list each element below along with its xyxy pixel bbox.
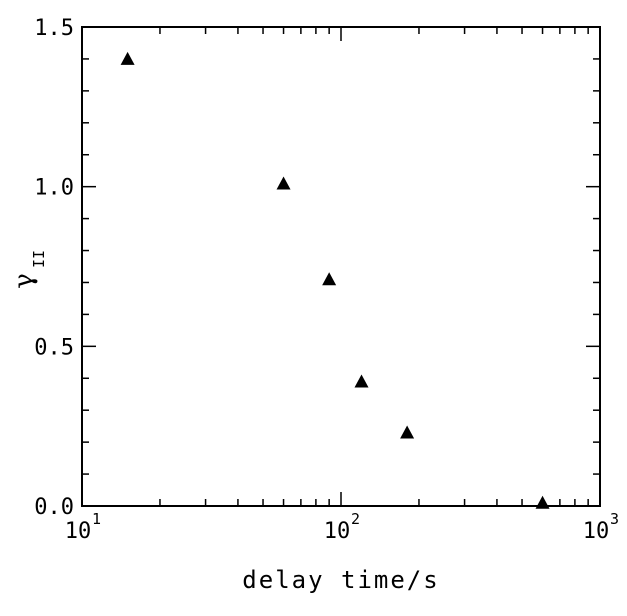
data-point xyxy=(276,176,291,190)
plot-frame xyxy=(81,26,601,507)
y-tick-label: 0.0 xyxy=(34,495,74,520)
x-tick-label-base: 10 xyxy=(583,519,610,544)
x-tick-label-exponent: 1 xyxy=(92,510,101,528)
x-tick-label-base: 10 xyxy=(324,519,351,544)
data-point xyxy=(400,425,415,439)
data-points xyxy=(120,51,550,509)
x-tick-label: 10 3 xyxy=(583,510,619,544)
x-tick-label-exponent: 2 xyxy=(351,510,360,528)
y-tick-label: 0.5 xyxy=(34,335,74,360)
tick-marks xyxy=(81,26,601,507)
y-tick-label: 1.5 xyxy=(34,16,74,41)
x-axis-label: delay time/s xyxy=(242,566,439,594)
data-point xyxy=(535,495,550,509)
data-point xyxy=(120,51,135,65)
y-axis-label-subscript: II xyxy=(30,250,48,268)
x-tick-label-exponent: 3 xyxy=(610,510,619,528)
data-point xyxy=(322,272,337,286)
data-point xyxy=(354,374,369,388)
y-axis-label: γ II xyxy=(9,250,48,289)
y-axis-label-symbol: γ xyxy=(9,273,39,289)
y-tick-labels: 0.0 0.5 1.0 1.5 xyxy=(34,16,74,520)
x-tick-label: 10 1 xyxy=(65,510,101,544)
x-tick-label-base: 10 xyxy=(65,519,92,544)
y-tick-label: 1.0 xyxy=(34,176,74,201)
x-tick-label: 10 2 xyxy=(324,510,360,544)
x-tick-labels: 10 1 10 2 10 3 xyxy=(65,510,619,544)
